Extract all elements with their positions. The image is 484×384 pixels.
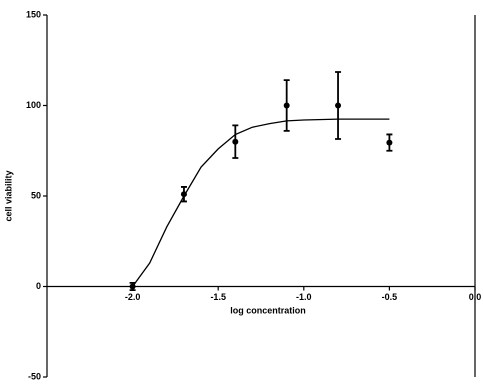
x-tick-label: -0.5 bbox=[382, 292, 398, 302]
x-tick-label: 0.0 bbox=[469, 292, 482, 302]
y-tick-label: 100 bbox=[26, 100, 41, 110]
data-point bbox=[232, 138, 239, 145]
y-tick-label: -50 bbox=[28, 371, 41, 381]
x-axis-label: log concentration bbox=[230, 305, 306, 315]
data-point bbox=[335, 102, 342, 109]
data-point bbox=[283, 102, 290, 109]
y-axis-label: cell viability bbox=[3, 170, 13, 221]
fit-curve bbox=[132, 118, 390, 287]
y-tick-label: 150 bbox=[26, 9, 41, 19]
data-point bbox=[180, 191, 187, 198]
x-tick-label: -2.0 bbox=[125, 292, 141, 302]
x-tick-label: -1.5 bbox=[210, 292, 226, 302]
y-tick-label: 0 bbox=[36, 281, 41, 291]
x-tick-label: -1.0 bbox=[296, 292, 312, 302]
y-tick-label: 50 bbox=[31, 190, 41, 200]
data-point bbox=[386, 139, 393, 146]
data-point bbox=[129, 283, 136, 290]
